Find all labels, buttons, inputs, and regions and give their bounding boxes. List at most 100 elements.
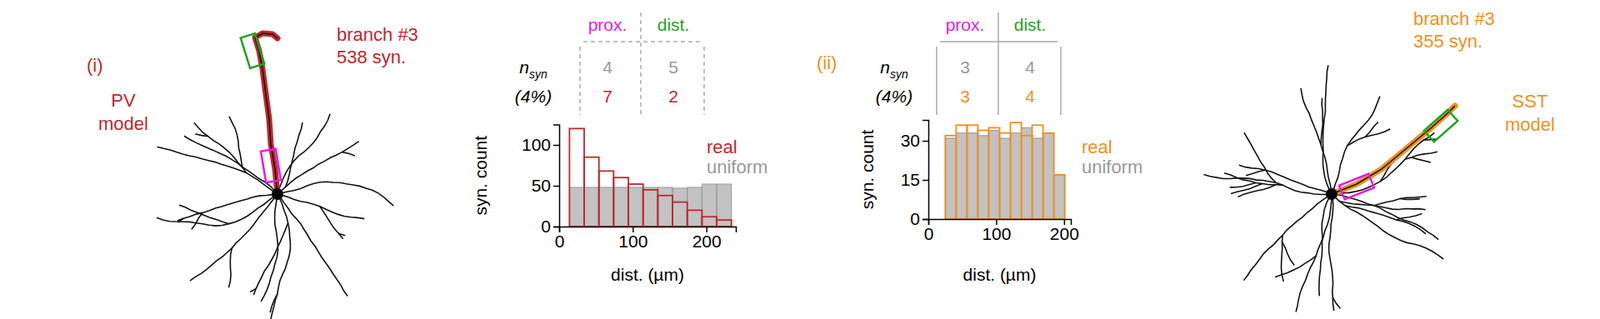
dendrite (1230, 183, 1256, 188)
y-tick-mark (922, 219, 929, 221)
histogram-bar (945, 138, 956, 220)
histogram-bar (1032, 138, 1044, 220)
panel-label: (i) (86, 55, 104, 76)
y-tick-mark (922, 140, 929, 143)
histogram-outline (569, 128, 585, 227)
branch-label: branch #3 (1413, 8, 1495, 30)
dendrite (1281, 241, 1295, 265)
y-tick-mark (553, 145, 560, 147)
x-axis: 0 100 200 (924, 219, 1080, 244)
histogram-outline (1000, 133, 1011, 220)
histogram-outline (1010, 122, 1022, 220)
histogram-outline (977, 130, 989, 220)
histogram-bar (643, 187, 659, 227)
histogram-bar (672, 188, 688, 227)
dendrite (1374, 196, 1427, 206)
histogram-bar (599, 187, 615, 227)
y-tick-mark (922, 180, 929, 182)
dendrite (285, 122, 303, 187)
x-axis: 0100200 (555, 226, 737, 251)
histogram-bar (716, 184, 732, 227)
table-header: prox. (945, 15, 985, 35)
panel: (i)PVmodelbranch #3538 syn.prox.dist.nsy… (86, 12, 768, 319)
histogram-bar (628, 187, 644, 227)
histogram-bar (701, 184, 717, 227)
dendrite (342, 152, 355, 156)
histogram-outline (955, 125, 967, 220)
histogram-outline (1021, 135, 1033, 220)
x-tick: 0 (555, 226, 565, 251)
table-rule (703, 46, 705, 115)
y-tick-label: 15 (900, 170, 920, 190)
dendrite (179, 205, 230, 224)
y-tick-label: 0 (910, 209, 920, 229)
dendrite (1244, 132, 1276, 184)
dendrite (1335, 196, 1445, 260)
table-header: dist. (657, 15, 690, 35)
histogram-outline (1043, 133, 1055, 220)
histogram-outline (1032, 125, 1044, 220)
x-tick: 0 (924, 219, 935, 244)
histogram-outline (628, 184, 644, 227)
table-value: 5 (668, 57, 679, 77)
legend-entry: uniform (706, 156, 768, 178)
synapse-table: prox.dist.nsyn(4%)4572 (515, 12, 705, 115)
dendrite (194, 122, 247, 173)
histogram-outline (643, 190, 659, 227)
table-rule (583, 40, 701, 43)
model-label: PVmodel (98, 90, 149, 135)
y-axis: 0 15 30 (900, 120, 930, 230)
table-value: 4 (602, 57, 613, 77)
table-rule (579, 46, 581, 115)
synapse-count-label: 355 syn. (1413, 30, 1483, 52)
histogram-bar (1000, 138, 1011, 220)
table-header: dist. (1014, 15, 1047, 35)
dendrite (253, 223, 288, 295)
dendrite (1300, 88, 1331, 190)
y-axis: 050100 (521, 125, 560, 236)
dendrite (1203, 175, 1328, 195)
histogram-bar (1054, 175, 1065, 220)
neuron-morphology (1203, 65, 1458, 312)
x-tick: 100 (981, 219, 1011, 244)
x-tick: 100 (618, 226, 648, 251)
legend-entry: uniform (1081, 156, 1143, 178)
histogram-bar (613, 187, 629, 227)
dendrite (270, 198, 291, 319)
dendrite (1320, 98, 1323, 145)
distal-box (240, 33, 265, 69)
histogram-outline (687, 210, 703, 227)
x-tick-label: 200 (1050, 224, 1080, 244)
y-tick-label: 100 (521, 135, 551, 155)
dendrite (1322, 65, 1330, 190)
highlighted-branch (255, 33, 278, 195)
panel: (ii)SSTmodelbranch #3355 syn.prox.dist.n… (816, 8, 1555, 312)
legend-entry: real (706, 136, 738, 158)
x-axis-title: dist. (µm) (963, 265, 1037, 285)
histogram-outline (988, 127, 1000, 220)
branch-label: branch #3 (336, 24, 419, 45)
dendrite (157, 146, 275, 192)
x-tick-label: 0 (924, 224, 935, 244)
dendrite (260, 198, 278, 302)
x-tick-label: 0 (555, 231, 565, 251)
histogram-outline (657, 195, 673, 227)
histogram-bar (955, 133, 967, 220)
histogram-outline (613, 177, 629, 227)
histogram-outline (716, 220, 732, 227)
soma (1325, 188, 1338, 200)
panel-label: (ii) (816, 52, 837, 74)
dendrite (1243, 196, 1328, 281)
dendrite (1395, 214, 1422, 220)
table-rule (935, 46, 938, 115)
table-rule (997, 12, 1000, 115)
dendrite (1319, 197, 1330, 296)
dendrite (1340, 201, 1426, 210)
dendrite (184, 135, 275, 191)
proximal-box (1339, 174, 1375, 200)
dendrite (1245, 170, 1265, 175)
y-tick-label: 30 (900, 130, 920, 150)
table-value: 4 (1025, 57, 1035, 77)
y-tick: 15 (900, 170, 929, 190)
histogram-bar (569, 187, 585, 227)
